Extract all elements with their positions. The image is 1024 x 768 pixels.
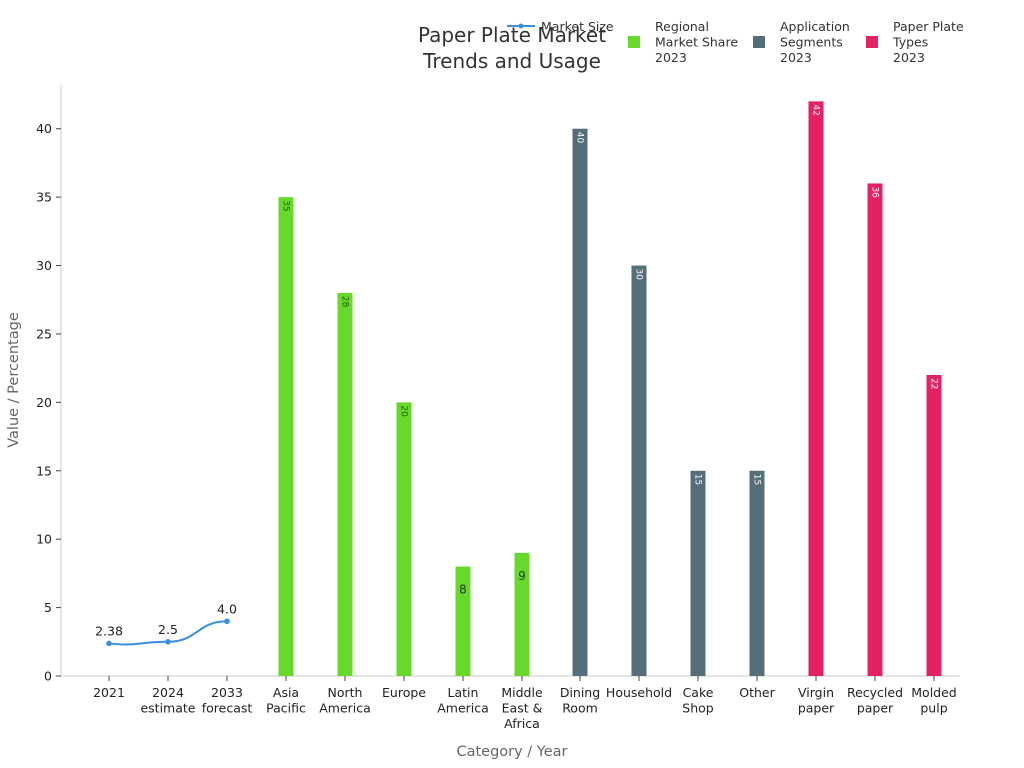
x-tick-label: Molded pulp xyxy=(911,685,956,716)
bar-series-group: 35 28 20 8 9 40 30 15 15 42 36 22 xyxy=(278,101,942,677)
x-tick-label: 2024 estimate xyxy=(140,685,195,716)
x-tick-label: North America xyxy=(319,685,371,716)
legend-swatch xyxy=(866,36,878,48)
bar-value-label: 30 xyxy=(634,269,644,281)
line-point xyxy=(165,638,171,645)
bar xyxy=(278,197,294,677)
x-tick-label: Virgin paper xyxy=(798,685,835,716)
bar-value-label: 42 xyxy=(811,104,821,115)
x-tick-label: Asia Pacific xyxy=(266,685,306,716)
x-tick-label: Dining Room xyxy=(560,685,600,716)
bar xyxy=(867,183,883,677)
x-tick-label: Household xyxy=(606,685,672,700)
x-tick-label: Middle East & Africa xyxy=(501,685,543,731)
legend-label: Paper Plate Types 2023 xyxy=(892,19,964,65)
bar-value-label: 28 xyxy=(340,296,350,308)
chart-title-line: Trends and Usage xyxy=(422,49,601,73)
line-point-label: 2.38 xyxy=(95,623,123,638)
y-tick-label: 0 xyxy=(44,669,52,684)
bar xyxy=(808,101,824,676)
bar xyxy=(572,128,588,676)
bar-value-label: 40 xyxy=(575,132,585,144)
y-tick-label: 10 xyxy=(36,532,52,547)
legend-swatch xyxy=(753,36,765,48)
line-point-label: 4.0 xyxy=(217,601,237,616)
bar xyxy=(749,470,765,676)
y-tick-label: 25 xyxy=(36,326,52,341)
x-tick-label: Other xyxy=(739,685,775,700)
legend-swatch xyxy=(628,36,640,48)
x-tick-label: Recycled paper xyxy=(847,685,903,716)
bar-value-label: 22 xyxy=(929,378,939,389)
line-point xyxy=(106,640,112,647)
bar-value-label: 15 xyxy=(693,474,703,485)
x-tick-label: Latin America xyxy=(437,685,489,716)
x-tick-label: 2021 xyxy=(93,685,125,700)
legend-label: Regional Market Share 2023 xyxy=(655,19,738,65)
x-axis-title: Category / Year xyxy=(456,744,567,760)
bar-value-label: 15 xyxy=(752,474,762,485)
legend-marker xyxy=(518,23,524,29)
bar xyxy=(455,566,471,676)
legend-label: Market Size xyxy=(541,19,614,34)
y-tick-label: 15 xyxy=(36,463,52,478)
chart-legend: Market Size Regional Market Share 2023 Appli… xyxy=(507,19,964,65)
bar-value-label: 9 xyxy=(518,569,526,583)
y-tick-label: 30 xyxy=(36,258,52,273)
bar-value-label: 8 xyxy=(459,583,467,597)
line-series-group: 2.38 2.5 4.0 xyxy=(95,601,237,647)
bar xyxy=(514,552,530,676)
bar xyxy=(690,470,706,676)
bar-value-label: 20 xyxy=(399,405,409,417)
y-tick-label: 35 xyxy=(36,190,52,205)
y-tick-label: 20 xyxy=(36,395,52,410)
y-tick-label: 40 xyxy=(36,121,52,136)
bar xyxy=(396,402,412,676)
bar xyxy=(631,265,647,676)
bar-value-label: 35 xyxy=(281,200,291,211)
x-tick-label: Cake Shop xyxy=(682,685,714,716)
legend-label: Application Segments 2023 xyxy=(780,19,850,65)
line-point xyxy=(224,618,230,625)
y-axis-title: Value / Percentage xyxy=(6,312,22,448)
y-tick-label: 5 xyxy=(44,600,52,615)
bar-value-label: 36 xyxy=(870,186,880,198)
line-point-label: 2.5 xyxy=(158,622,178,637)
bar xyxy=(926,375,942,676)
x-tick-label: Europe xyxy=(382,685,426,700)
x-tick-label: 2033 forecast xyxy=(202,685,253,716)
bar xyxy=(337,292,353,676)
